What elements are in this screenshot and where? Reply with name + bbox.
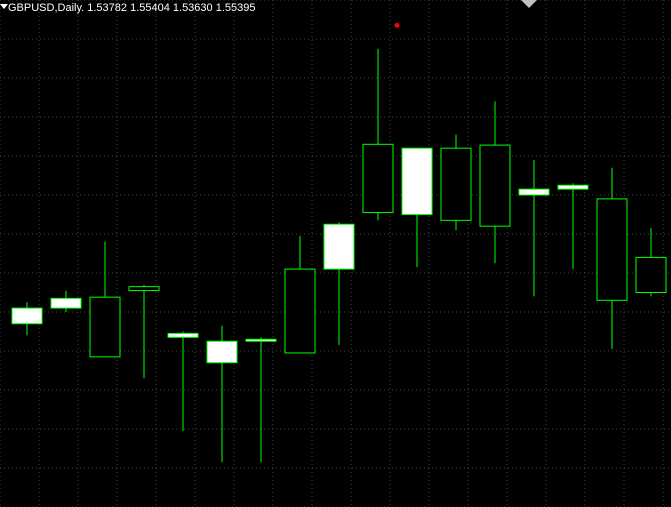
- chart-container[interactable]: [0, 0, 671, 507]
- chart-top-marker: [521, 0, 537, 8]
- chevron-down-icon[interactable]: [0, 4, 8, 9]
- chart-title: GBPUSD,Daily. 1.53782 1.55404 1.53630 1.…: [8, 2, 255, 14]
- candlestick-chart[interactable]: [0, 0, 671, 507]
